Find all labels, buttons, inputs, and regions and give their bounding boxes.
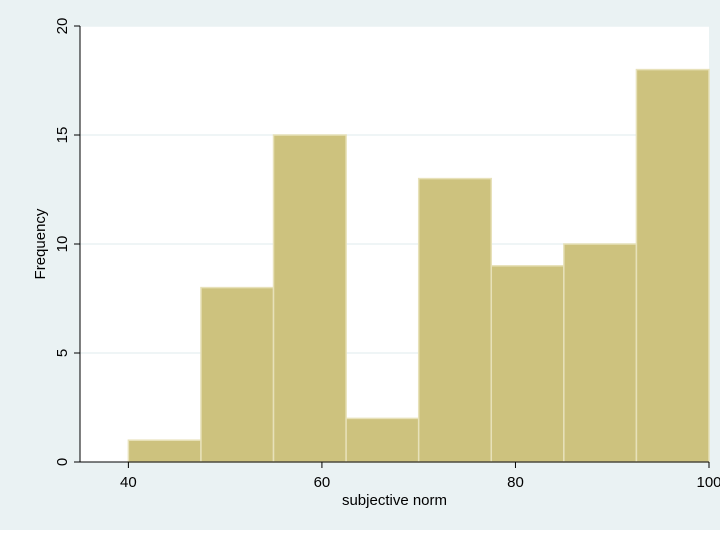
x-tick-label-100: 100 xyxy=(696,474,720,491)
bar-0 xyxy=(127,439,202,463)
y-tick-label-20: 20 xyxy=(54,18,71,35)
bars xyxy=(127,68,710,463)
bar-6 xyxy=(563,243,638,463)
tick-labels: 0 5 10 15 20 40 60 80 100 xyxy=(54,18,720,491)
y-tick-label-15: 15 xyxy=(54,127,71,144)
x-tick-label-40: 40 xyxy=(120,474,137,491)
x-tick-label-80: 80 xyxy=(507,474,524,491)
bar-2 xyxy=(272,134,347,463)
bar-7 xyxy=(635,68,710,463)
x-axis-label: subjective norm xyxy=(342,492,447,509)
axes xyxy=(74,25,710,468)
bar-3 xyxy=(345,417,420,463)
y-tick-label-5: 5 xyxy=(54,349,71,357)
x-tick-label-60: 60 xyxy=(314,474,331,491)
bar-4 xyxy=(417,177,493,463)
y-axis-label: Frequency xyxy=(32,208,49,279)
y-tick-label-0: 0 xyxy=(54,458,71,466)
y-tick-label-10: 10 xyxy=(54,236,71,253)
bar-5 xyxy=(490,265,565,463)
bar-1 xyxy=(200,286,275,463)
